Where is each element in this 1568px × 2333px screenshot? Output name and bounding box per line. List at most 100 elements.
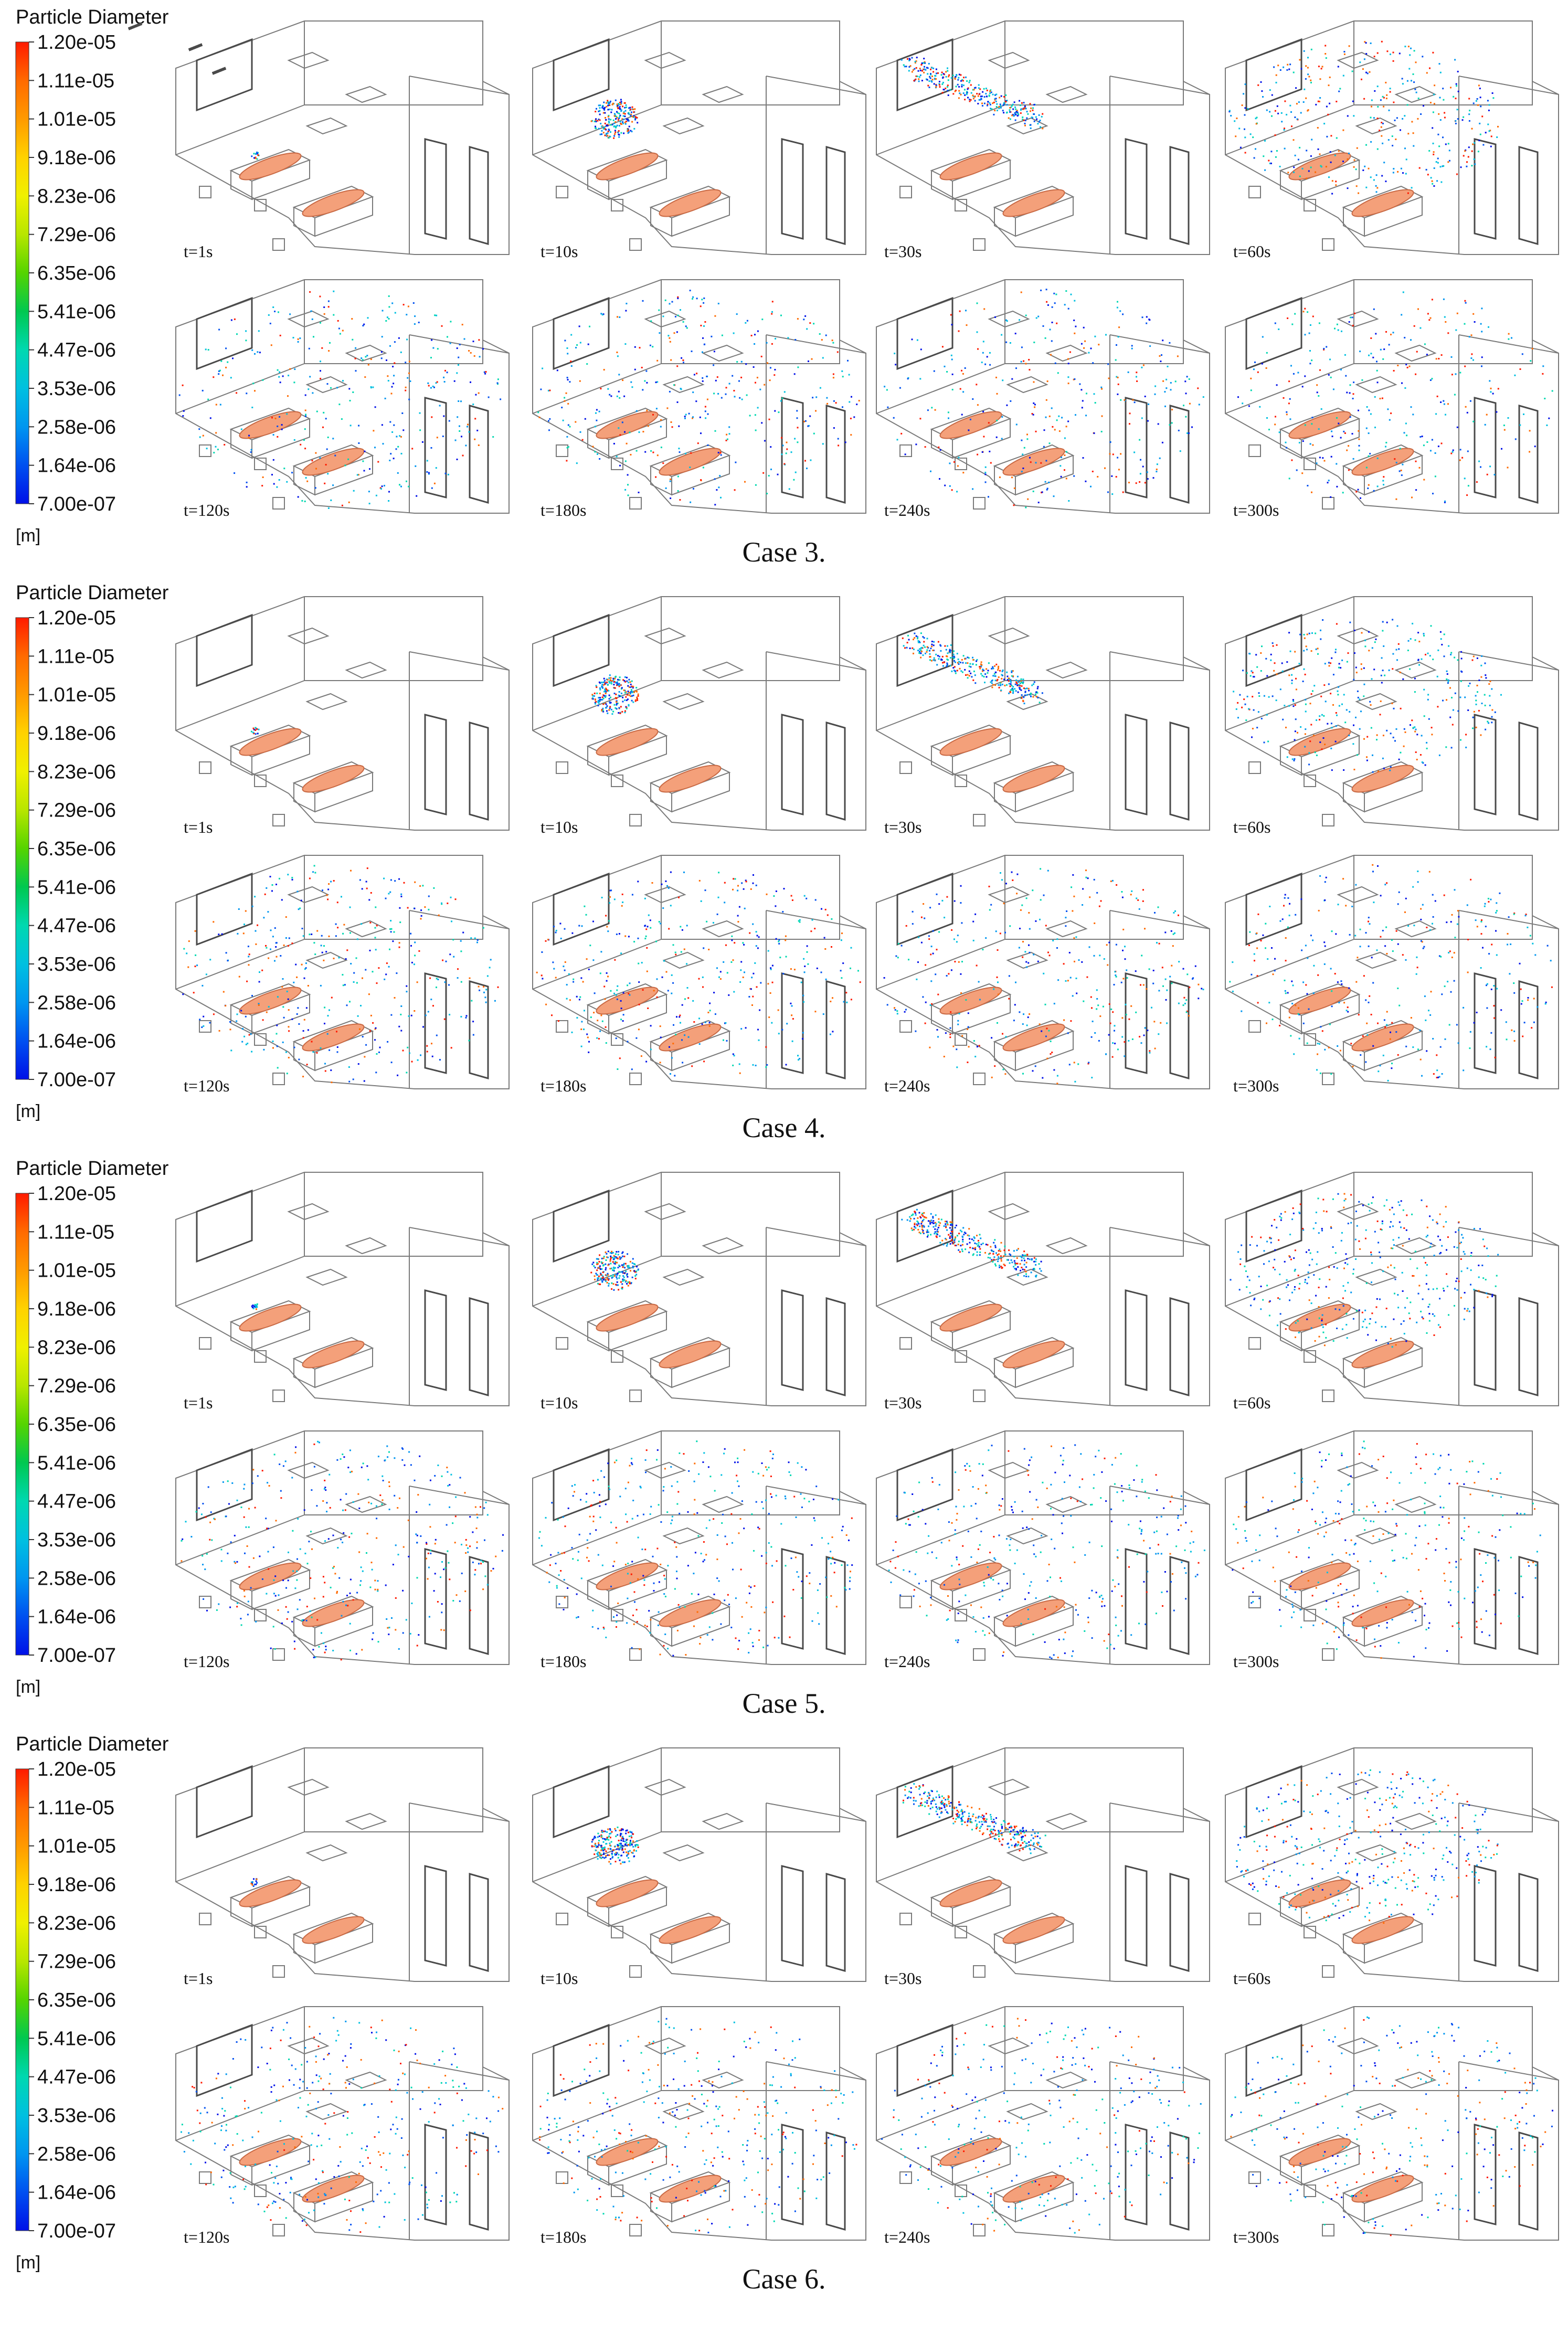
particle (948, 973, 950, 975)
particle (978, 99, 980, 101)
particle (1358, 409, 1359, 411)
particle (1166, 1022, 1168, 1024)
time-label: t=60s (1233, 818, 1270, 836)
particle (921, 80, 923, 82)
particle (1232, 961, 1234, 963)
particle (564, 961, 566, 963)
particle (754, 414, 756, 416)
particle (1330, 135, 1332, 137)
room-outline (532, 279, 866, 514)
particle (714, 430, 716, 432)
particle (597, 120, 599, 122)
particle (1326, 135, 1328, 137)
particle (825, 334, 827, 336)
particle (400, 1030, 402, 1032)
particle (1144, 928, 1146, 930)
particle (379, 1046, 381, 1048)
particle (756, 377, 758, 379)
particle (960, 670, 962, 672)
bed-frame (1343, 1031, 1423, 1072)
particle (1338, 686, 1340, 688)
particle (626, 680, 628, 682)
particle (1389, 769, 1391, 771)
particle (783, 888, 785, 890)
particle (252, 731, 254, 734)
particle (465, 444, 467, 447)
particle (1306, 177, 1308, 179)
particle (960, 973, 962, 975)
particle (251, 349, 253, 351)
particle (1428, 718, 1430, 720)
legend-tick-label: 7.00e-07 (37, 1069, 116, 1091)
particle (485, 989, 488, 991)
particle (1387, 408, 1389, 410)
particle (579, 342, 581, 344)
particle (611, 109, 613, 111)
particle (186, 952, 188, 955)
room-edge (532, 21, 662, 155)
particle (904, 1011, 906, 1013)
particle (420, 915, 422, 917)
particle (338, 327, 340, 330)
particle (1437, 649, 1439, 651)
particle (1481, 703, 1483, 704)
particle (374, 1039, 376, 1041)
particle (991, 682, 993, 684)
particle (1075, 325, 1077, 327)
particle (1146, 322, 1148, 324)
particle (1336, 417, 1338, 419)
particle (368, 491, 370, 493)
ceiling-vent (644, 310, 686, 328)
particle (297, 341, 299, 343)
particle (1337, 329, 1339, 331)
particle (321, 935, 323, 937)
particle (994, 684, 997, 686)
room-edge (175, 280, 305, 414)
particle (1339, 1049, 1341, 1052)
particle (1369, 453, 1371, 455)
particle (1488, 953, 1490, 955)
particle (1065, 426, 1067, 428)
particle (953, 670, 955, 672)
particle (785, 1064, 787, 1066)
particle (400, 1005, 402, 1007)
particle (608, 122, 610, 124)
particle (1527, 999, 1529, 1001)
particle (919, 74, 921, 76)
particle (1363, 695, 1365, 697)
particle (355, 347, 357, 349)
particle (675, 953, 677, 956)
particle (687, 997, 690, 999)
particle (944, 484, 946, 486)
particle (976, 331, 978, 333)
particle (1492, 97, 1495, 99)
particle (1186, 376, 1188, 378)
particle (917, 70, 919, 72)
time-label: t=120s (184, 501, 229, 519)
particle (1307, 57, 1309, 59)
particle (679, 499, 681, 501)
ceiling-vent (644, 627, 686, 645)
particle (947, 652, 949, 654)
particle (944, 365, 946, 367)
particle (927, 73, 929, 75)
particle (1473, 710, 1475, 713)
particle (1097, 1004, 1099, 1006)
particle (348, 1080, 351, 1083)
particle (1086, 976, 1088, 978)
particle (255, 727, 257, 729)
particle (633, 128, 635, 130)
particle (1056, 1083, 1058, 1085)
particle (370, 358, 372, 360)
particle (363, 470, 365, 472)
particle (1476, 1012, 1478, 1013)
particle (243, 1035, 246, 1037)
particle (993, 101, 995, 103)
particle (832, 342, 834, 344)
particle-cloud (902, 632, 1043, 705)
particle (1092, 471, 1094, 472)
particle (467, 426, 468, 428)
particle (1047, 304, 1049, 306)
particle (922, 636, 924, 638)
particle (980, 673, 982, 675)
